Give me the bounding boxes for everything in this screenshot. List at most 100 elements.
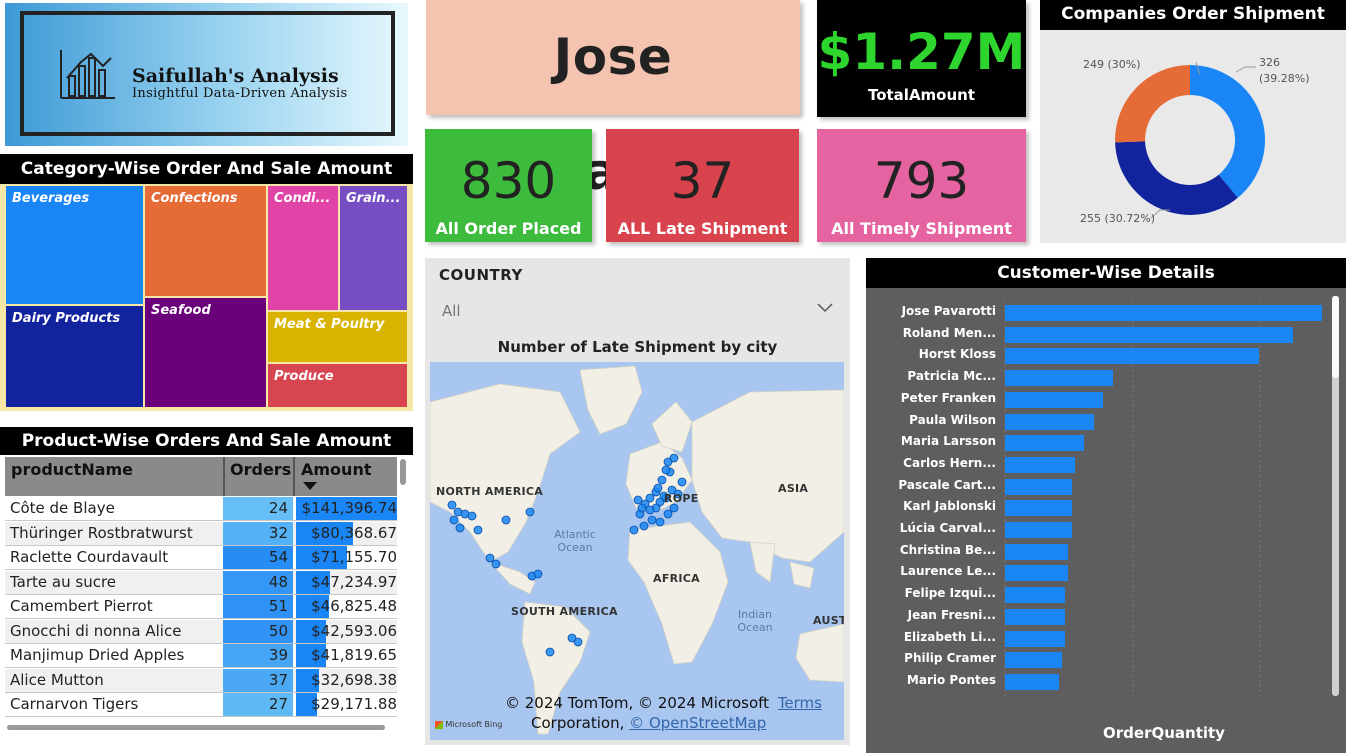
customer-bar[interactable] [1005,435,1085,452]
city-point[interactable] [655,517,665,527]
world-map[interactable]: NORTH AMERICA ROPE ASIA AFRICA SOUTH AME… [430,362,844,740]
city-point[interactable] [653,483,663,493]
customer-bar[interactable] [1005,587,1066,604]
orders-cell: 39 [223,644,293,667]
city-point[interactable] [525,507,535,517]
country-slicer[interactable]: COUNTRY All [425,258,850,330]
customer-bar[interactable] [1005,326,1294,343]
customer-label: Christina Be... [899,542,996,557]
tile-meat-poultry[interactable]: Meat & Poultry [268,312,407,362]
city-point[interactable] [667,485,677,495]
city-point[interactable] [669,503,679,513]
city-point[interactable] [467,511,477,521]
city-point[interactable] [629,525,639,535]
city-point[interactable] [669,453,679,463]
table-row[interactable]: Côte de Blaye 24 $141,396.74 [5,497,397,521]
donut-slice-249[interactable] [1115,65,1190,143]
customer-bar[interactable] [1005,500,1072,517]
customer-bar[interactable] [1005,565,1069,582]
product-name-cell: Raclette Courdavault [10,548,169,566]
city-point[interactable] [661,465,671,475]
city-point[interactable] [657,475,667,485]
tile-confections[interactable]: Confections [145,186,266,296]
customer-bar[interactable] [1005,673,1059,690]
table-row[interactable]: Gnocchi di nonna Alice 50 $42,593.06 [5,619,397,644]
table-row[interactable]: Raclette Courdavault 54 $71,155.70 [5,546,397,570]
customer-bar[interactable] [1005,522,1072,538]
city-point[interactable] [573,637,583,647]
customer-bar[interactable] [1005,456,1075,473]
table-row[interactable]: Carnarvon Tigers 27 $29,171.88 [5,693,397,717]
amount-value: $80,368.67 [311,523,397,542]
amount-databar [296,546,347,569]
tile-produce[interactable]: Produce [268,364,407,407]
city-point[interactable] [639,521,649,531]
timely-shipment-card: 793 All Timely Shipment [817,129,1026,242]
customer-label: Paula Wilson [909,412,996,427]
city-point[interactable] [677,477,687,487]
donut-slice-255[interactable] [1115,141,1238,215]
city-point[interactable] [663,457,673,467]
table-scrollbar[interactable] [400,459,406,485]
table-row[interactable]: Tarte au sucre 48 $47,234.97 [5,570,397,595]
city-point[interactable] [545,647,555,657]
customer-label: Roland Men... [902,325,996,340]
tile-beverages[interactable]: Beverages [6,186,143,304]
donut-label-249: 249 (30%) [1083,58,1141,71]
city-point[interactable] [647,515,657,525]
customer-bar[interactable] [1005,305,1322,321]
customer-bar[interactable] [1005,370,1113,387]
customer-label: Horst Kloss [918,347,996,362]
slicer-value[interactable]: All [442,302,461,320]
tile-dairy-products[interactable]: Dairy Products [6,306,143,407]
tile-grains[interactable]: Grain... [340,186,407,310]
customer-bar[interactable] [1005,543,1069,560]
indian-line2: Ocean [737,621,773,634]
city-point[interactable] [659,491,669,501]
city-point[interactable] [633,495,643,505]
scrollbar-thumb[interactable] [1332,296,1339,378]
city-point[interactable] [473,525,483,535]
table-row[interactable]: Thüringer Rostbratwurst 32 $80,368.67 [5,521,397,546]
table-hscrollbar[interactable] [7,725,385,730]
city-point[interactable] [673,489,683,499]
tile-condiments[interactable]: Condi... [268,186,338,310]
donut-slice-326[interactable] [1190,65,1266,198]
city-point[interactable] [455,523,465,533]
city-point[interactable] [655,497,665,507]
customer-bar[interactable] [1005,348,1259,365]
customer-bar[interactable] [1005,478,1072,495]
terms-link[interactable]: Terms [777,694,822,712]
city-point[interactable] [645,493,655,503]
tile-seafood[interactable]: Seafood [145,298,266,407]
city-point[interactable] [491,559,501,569]
city-point[interactable] [485,553,495,563]
city-point[interactable] [501,515,511,525]
chevron-down-icon[interactable] [816,302,834,314]
city-point[interactable] [637,503,647,513]
city-point[interactable] [567,633,577,643]
customer-bar[interactable] [1005,630,1066,647]
table-row[interactable]: Camembert Pierrot 51 $46,825.48 [5,595,397,619]
late-shipment-value: 37 [670,152,735,210]
donut-chart[interactable] [1110,60,1270,220]
header-amount-label: Amount [301,460,372,479]
header-amount[interactable]: Amount [293,457,397,496]
city-point[interactable] [533,569,543,579]
city-point[interactable] [663,509,673,519]
table-header-row: productName Orders Amount [5,457,397,496]
customer-bar[interactable] [1005,652,1063,669]
table-row[interactable]: Manjimup Dried Apples 39 $41,819.65 [5,644,397,668]
customer-bar[interactable] [1005,413,1094,430]
amount-value: $29,171.88 [311,695,397,713]
openstreetmap-link[interactable]: © OpenStreetMap [629,714,767,732]
table-row[interactable]: Alice Mutton 37 $32,698.38 [5,668,397,693]
city-point[interactable] [449,515,459,525]
city-point[interactable] [645,505,655,515]
customer-bar[interactable] [1005,608,1066,625]
customer-chart-scrollbar[interactable] [1332,296,1339,696]
customer-bar[interactable] [1005,391,1104,408]
header-product-name[interactable]: productName [11,460,134,479]
header-orders[interactable]: Orders [223,457,293,496]
city-point[interactable] [447,500,457,510]
